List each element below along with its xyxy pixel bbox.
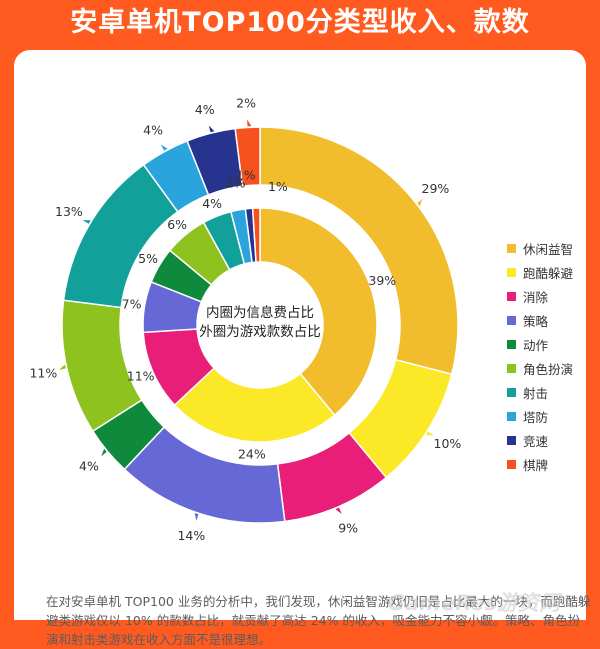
outer-slice-pointer-2 [335,507,342,515]
center-label-line-1: 外圈为游戏款数占比 [199,324,321,340]
outer-ring-label-5: 11% [29,365,57,380]
inner-ring-label-4: 5% [138,251,158,266]
outer-ring-slice-9 [234,126,261,187]
outer-slice-pointer-8 [208,125,215,133]
inner-ring-label-9: 1% [268,179,288,194]
legend-item: 棋牌 [507,452,573,476]
legend-item: 策略 [507,308,573,332]
outer-ring-label-6: 13% [55,204,83,219]
legend-label: 角色扮演 [523,361,574,377]
watermark-logo: GameRes游资网 [387,591,560,615]
inner-ring-label-0: 39% [368,273,396,288]
outer-ring-label-3: 14% [177,528,205,540]
outer-slice-pointer-0 [417,198,423,207]
inner-ring-label-5: 6% [167,217,187,232]
legend-swatch [507,339,516,349]
legend-swatch [507,363,516,373]
legend-item: 塔防 [507,404,573,428]
legend-swatch [507,387,516,397]
inner-ring-label-1: 24% [238,447,266,462]
outer-ring-label-4: 4% [79,459,99,474]
inner-ring-label-8: 1% [236,168,256,183]
legend-label: 棋牌 [523,457,549,473]
legend-label: 跑酷躲避 [523,265,574,281]
legend-item: 休闲益智 [507,236,573,260]
legend-label: 竞速 [523,433,549,449]
inner-ring-label-6: 4% [202,196,222,211]
legend-swatch [507,267,516,277]
legend-swatch [507,411,516,421]
legend-swatch [507,459,516,469]
inner-ring-label-7: 2% [226,175,246,190]
outer-ring-label-8: 4% [195,102,215,117]
legend-label: 塔防 [523,409,549,425]
outer-ring-label-0: 29% [422,181,450,196]
inner-ring-slice-0 [259,207,378,417]
legend-item: 消除 [507,284,573,308]
inner-ring-label-3: 7% [122,297,142,312]
outer-ring-slice-0 [259,126,459,376]
legend-item: 竞速 [507,428,573,452]
page-title: 安卓单机TOP100分类型收入、款数 [70,7,530,38]
outer-ring-label-2: 9% [338,521,358,536]
inner-ring-label-2: 11% [127,369,155,384]
chart-card: 29% 10% 9% 14% 4% 11% 13% 4% 4% 2% 39% 24% 11% 7% 5% 6%… [14,50,590,647]
legend-label: 消除 [523,289,549,305]
outer-slice-pointer-4 [101,448,107,457]
infographic: 安卓单机TOP100分类型收入、款数 29% 10% 9% 14% 4% 11% 13% 4%… [14,7,590,647]
outer-slice-pointer-6 [82,220,91,224]
outer-slice-pointer-3 [194,513,199,521]
center-label-line-0: 内圈为信息费占比 [206,304,314,321]
chart-legend: 休闲益智跑酷躲避消除策略动作角色扮演射击塔防竞速棋牌 [507,236,573,476]
outer-ring-label-7: 4% [143,122,163,137]
legend-swatch [507,243,516,253]
outer-ring-label-9: 2% [236,95,256,110]
outer-slice-pointer-9 [247,119,252,127]
legend-item: 跑酷躲避 [507,260,573,284]
legend-label: 策略 [523,313,549,329]
legend-swatch [507,435,516,445]
legend-item: 角色扮演 [507,356,573,380]
legend-label: 动作 [523,337,549,353]
outer-slice-pointer-1 [425,431,434,436]
inner-ring-slice-1 [173,367,336,443]
outer-slice-pointer-7 [160,144,168,151]
inner-ring-slice-9 [251,207,261,263]
legend-swatch [507,291,516,301]
legend-swatch [507,315,516,325]
outer-slice-pointer-5 [58,364,66,370]
legend-label: 休闲益智 [523,241,574,257]
donut-chart: 29% 10% 9% 14% 4% 11% 13% 4% 4% 2% 39% 24% 11% 7% 5% 6%… [29,95,462,540]
legend-item: 射击 [507,380,573,404]
legend-item: 动作 [507,332,573,356]
outer-ring-label-1: 10% [434,436,462,451]
legend-label: 射击 [523,385,549,401]
